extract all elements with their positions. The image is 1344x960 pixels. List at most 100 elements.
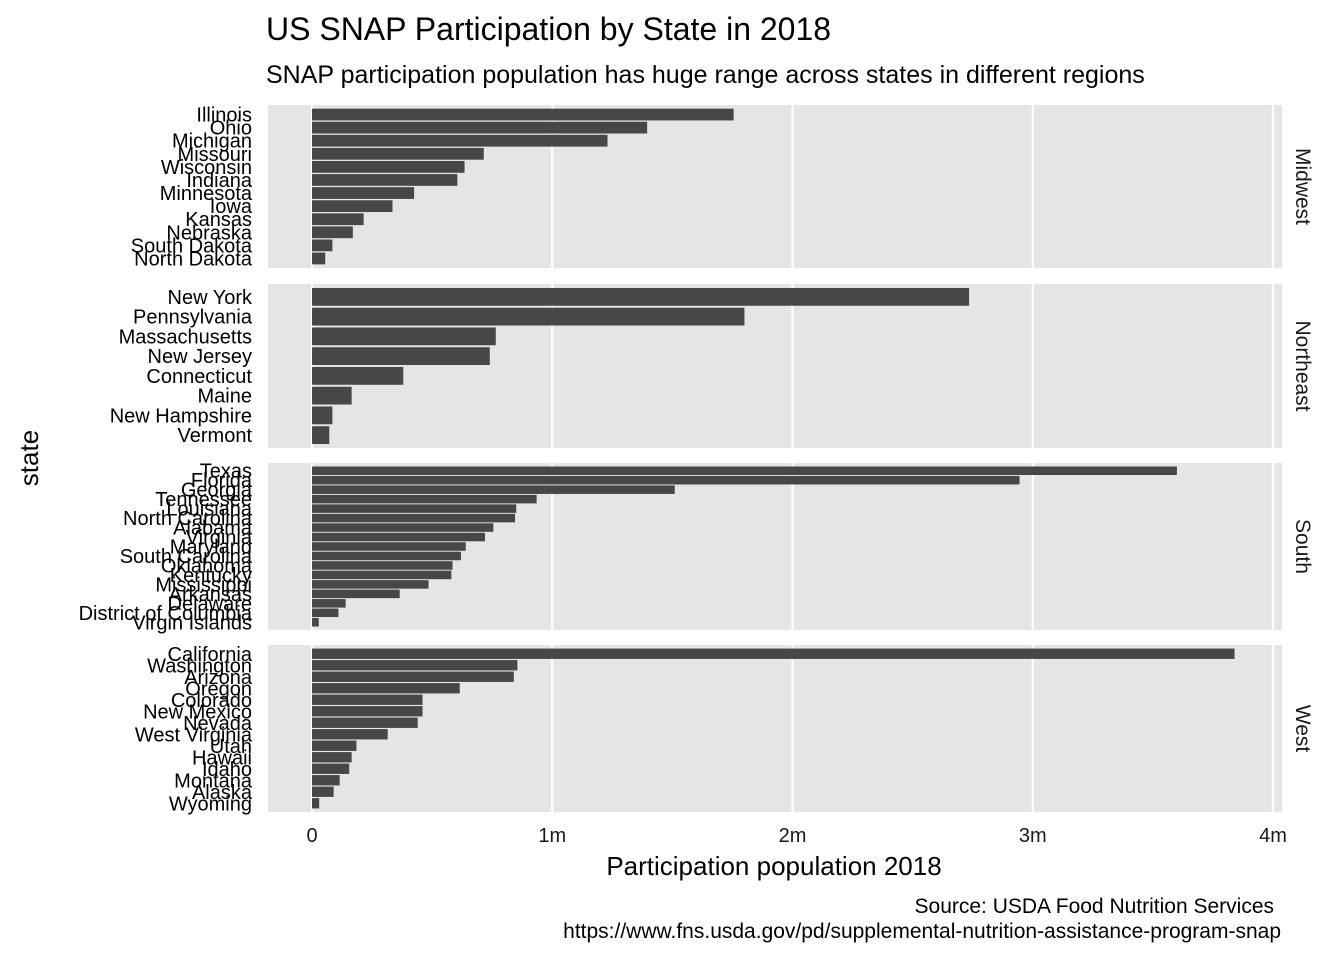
state-label: Florida <box>191 470 253 492</box>
bar <box>312 551 461 561</box>
facet-strip-label: Northeast <box>1291 320 1314 411</box>
state-label: South Dakota <box>131 235 253 257</box>
state-label: New York <box>168 287 253 309</box>
state-label: Texas <box>200 461 252 483</box>
bar <box>312 786 334 797</box>
state-label: South Carolina <box>120 546 253 568</box>
state-label: California <box>168 644 253 666</box>
state-label: Mississippi <box>155 574 252 596</box>
facet-west: CaliforniaWashingtonArizonaOregonColorad… <box>135 644 1320 815</box>
state-label: Kansas <box>185 209 252 231</box>
facet-strip <box>1286 645 1320 812</box>
x-axis-ticks: 0 1m 2m 3m 4m <box>306 825 1286 847</box>
bar <box>312 599 346 608</box>
state-label: Oklahoma <box>161 555 253 577</box>
state-label: District of Columbia <box>79 603 253 625</box>
state-label: Wisconsin <box>161 157 252 179</box>
bar <box>312 694 423 705</box>
state-label: Georgia <box>181 480 253 502</box>
facet-midwest: IllinoisOhioMichiganMissouriWisconsinInd… <box>131 105 1320 270</box>
state-label: Washington <box>147 655 252 677</box>
bar <box>312 121 648 134</box>
state-label: North Carolina <box>123 508 253 530</box>
x-tick-label: 4m <box>1259 825 1287 847</box>
bar <box>312 740 357 751</box>
bar <box>312 239 333 252</box>
state-label: Connecticut <box>146 366 252 388</box>
x-axis-label: Participation population 2018 <box>606 851 941 881</box>
state-label: New Hampshire <box>110 405 252 427</box>
bar <box>312 252 326 265</box>
state-label: Virgin Islands <box>132 612 252 634</box>
bar <box>312 798 320 809</box>
state-label: Pennsylvania <box>133 307 253 329</box>
state-label: Missouri <box>178 144 252 166</box>
state-label: Arizona <box>184 667 253 689</box>
state-label: Nebraska <box>166 222 252 244</box>
state-label: Ohio <box>210 118 252 140</box>
bar <box>312 618 319 627</box>
bar <box>312 523 494 532</box>
bar <box>312 683 460 694</box>
bar <box>312 386 352 405</box>
bar <box>312 485 675 494</box>
state-label: Louisiana <box>166 499 253 521</box>
bar <box>312 494 537 504</box>
facet-panels: IllinoisOhioMichiganMissouriWisconsinInd… <box>79 105 1320 815</box>
state-label: West Virginia <box>135 724 253 746</box>
bar <box>312 763 350 774</box>
bar <box>312 532 485 542</box>
x-tick-label: 1m <box>538 825 566 847</box>
bar <box>312 752 352 763</box>
facet-strip <box>1286 284 1320 448</box>
bar <box>312 327 496 346</box>
state-label: Michigan <box>172 131 252 153</box>
bar <box>312 608 339 618</box>
bar <box>312 466 1177 475</box>
x-tick-label: 3m <box>1019 825 1047 847</box>
state-label: New Mexico <box>143 701 252 723</box>
x-tick-label: 0 <box>306 825 317 847</box>
bar <box>312 706 423 717</box>
state-label: Tennessee <box>155 489 252 511</box>
bar <box>312 426 330 445</box>
facet-strip-label: West <box>1291 705 1314 753</box>
state-label: Montana <box>174 770 253 792</box>
state-label: Maine <box>198 386 252 408</box>
bar <box>312 717 418 728</box>
state-label: Delaware <box>168 593 252 615</box>
bar <box>312 504 517 513</box>
y-axis-label: state <box>14 430 44 486</box>
state-label: Utah <box>210 736 252 758</box>
state-label: Alaska <box>192 782 253 804</box>
facet-strip <box>1286 105 1320 268</box>
bar <box>312 561 453 570</box>
bar <box>312 660 518 671</box>
bar <box>312 648 1235 659</box>
bar <box>312 542 466 551</box>
caption-url: https://www.fns.usda.gov/pd/supplemental… <box>563 920 1281 943</box>
bar <box>312 147 484 160</box>
bar <box>312 134 608 147</box>
state-label: Wyoming <box>169 793 252 815</box>
bar <box>312 366 404 385</box>
bar <box>312 513 516 523</box>
state-label: Arkansas <box>169 584 252 606</box>
bar <box>312 187 415 199</box>
state-label: Illinois <box>196 105 252 127</box>
bar <box>312 580 429 589</box>
bar <box>312 589 400 599</box>
state-label: Hawaii <box>192 747 252 769</box>
state-label: Kentucky <box>170 565 252 587</box>
bar <box>312 287 970 306</box>
x-tick-label: 2m <box>779 825 807 847</box>
bar <box>312 108 734 121</box>
state-label: Idaho <box>202 759 252 781</box>
bar <box>312 174 458 186</box>
state-label: Nevada <box>183 713 253 735</box>
chart-subtitle: SNAP participation population has huge r… <box>266 61 1145 89</box>
state-label: Maryland <box>170 537 252 559</box>
caption-source: Source: USDA Food Nutrition Services <box>915 895 1274 918</box>
facet-strip <box>1286 463 1320 630</box>
